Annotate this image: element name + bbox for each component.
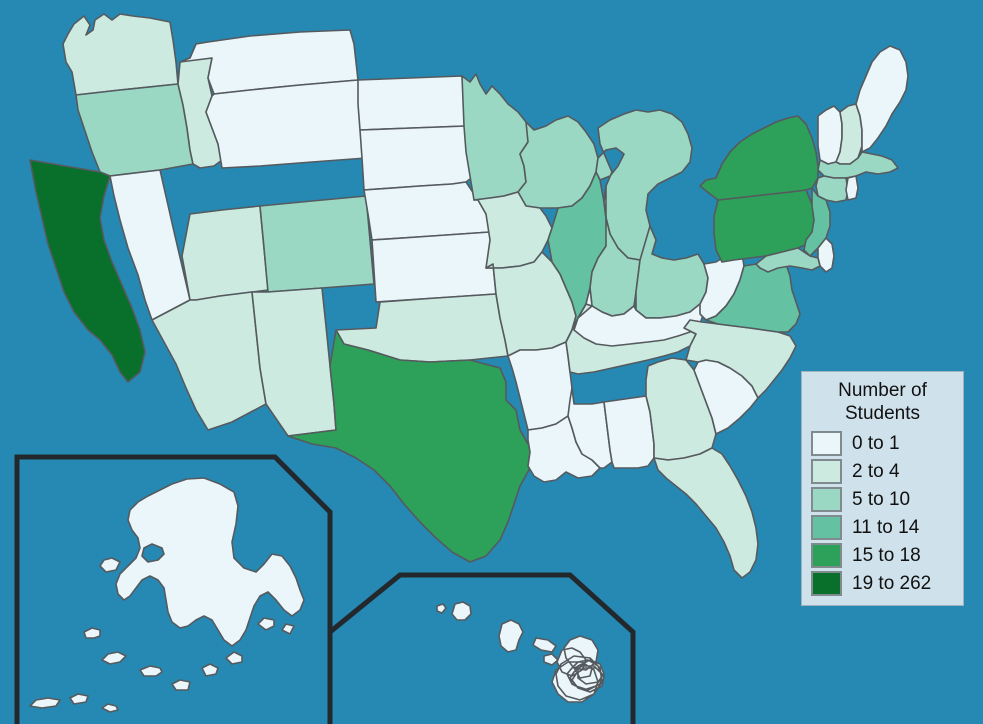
state-RI[interactable]: [845, 175, 859, 201]
state-CO[interactable]: [259, 195, 375, 293]
state-NE[interactable]: [363, 181, 491, 241]
legend-title: Number of Students: [802, 379, 963, 429]
state-MS[interactable]: [567, 387, 613, 469]
states-layer[interactable]: [14, 13, 909, 724]
legend-label: 0 to 1: [852, 432, 900, 454]
legend-label: 5 to 10: [852, 488, 911, 510]
legend-row[interactable]: 15 to 18: [802, 541, 963, 569]
legend-rows: 0 to 1 2 to 4 5 to 10 11 to 14 15 to 18 19 to…: [802, 429, 963, 597]
state-WA[interactable]: [62, 13, 179, 96]
map-legend: Number of Students 0 to 1 2 to 4 5 to 10 11 …: [801, 371, 964, 606]
state-NV[interactable]: [109, 169, 191, 321]
legend-label: 19 to 262: [852, 572, 932, 594]
state-UT[interactable]: [181, 205, 269, 301]
legend-swatch: [811, 486, 842, 512]
state-CT[interactable]: [815, 175, 849, 203]
legend-swatch: [811, 542, 842, 568]
state-VA[interactable]: [705, 257, 801, 333]
state-FL[interactable]: [653, 447, 759, 579]
legend-label: 2 to 4: [852, 460, 900, 482]
state-MT[interactable]: [179, 29, 359, 95]
legend-swatch: [811, 430, 842, 456]
legend-row[interactable]: 0 to 1: [802, 429, 963, 457]
legend-label: 15 to 18: [852, 544, 921, 566]
state-MD[interactable]: [755, 247, 821, 273]
state-HI[interactable]: [436, 601, 605, 703]
state-ME[interactable]: [855, 45, 909, 153]
state-KS[interactable]: [371, 231, 497, 303]
legend-row[interactable]: 2 to 4: [802, 457, 963, 485]
legend-label: 11 to 14: [852, 516, 920, 538]
state-AK[interactable]: [29, 477, 305, 713]
state-WY[interactable]: [205, 79, 367, 169]
state-IA[interactable]: [473, 191, 553, 269]
legend-swatch: [811, 458, 842, 484]
legend-title-line2: Students: [845, 403, 920, 424]
state-SD[interactable]: [359, 125, 475, 191]
legend-swatch: [811, 514, 842, 540]
state-ND[interactable]: [357, 75, 467, 131]
legend-title-line1: Number of: [838, 380, 927, 401]
legend-swatch: [811, 570, 842, 596]
legend-row[interactable]: 19 to 262: [802, 569, 963, 597]
state-CA[interactable]: [29, 159, 146, 383]
legend-row[interactable]: 11 to 14: [802, 513, 963, 541]
state-AL[interactable]: [603, 395, 655, 469]
alaska-inset-frame: [14, 454, 333, 724]
hawaii-inset-frame: [327, 572, 636, 724]
state-NJ[interactable]: [803, 187, 831, 257]
legend-row[interactable]: 5 to 10: [802, 485, 963, 513]
